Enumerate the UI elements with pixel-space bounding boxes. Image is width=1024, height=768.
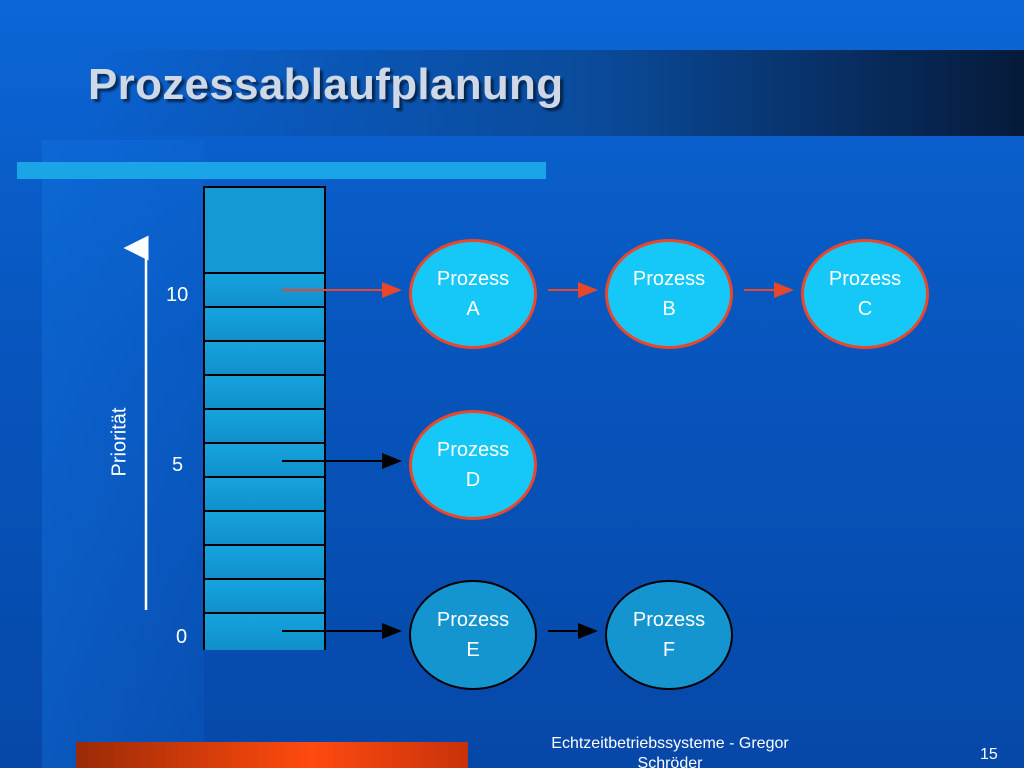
process-e-node: Prozess E [409, 580, 537, 690]
title-underline-bar [17, 162, 546, 179]
left-band [42, 140, 204, 768]
queue-top-area [205, 188, 324, 274]
process-b-label-2: B [662, 298, 676, 320]
queue-slot [205, 544, 324, 580]
process-d-node: Prozess D [409, 410, 537, 520]
footer-bar [76, 742, 468, 768]
queue-slot [205, 306, 324, 342]
process-d-label-1: Prozess [436, 439, 510, 461]
process-b-label-1: Prozess [632, 268, 706, 290]
queue-slot [205, 340, 324, 376]
priority-queue [203, 186, 326, 650]
process-c-label-1: Prozess [828, 268, 902, 290]
tick-label-10: 10 [166, 284, 189, 306]
process-c-node: Prozess C [801, 239, 929, 349]
process-d-label-2: D [465, 469, 481, 491]
process-c-label-2: C [857, 298, 873, 320]
slide-title: Prozessablaufplanung [88, 60, 564, 109]
tick-label-5: 5 [172, 454, 184, 476]
process-a-node: Prozess A [409, 239, 537, 349]
process-f-label-2: F [662, 639, 676, 661]
queue-slot [205, 408, 324, 444]
title-band [84, 50, 1024, 136]
process-a-label-1: Prozess [436, 268, 510, 290]
process-b-node: Prozess B [605, 239, 733, 349]
process-f-label-1: Prozess [632, 609, 706, 631]
queue-slot [205, 374, 324, 410]
queue-slot [205, 510, 324, 546]
page-number: 15 [980, 746, 998, 763]
process-f-node: Prozess F [605, 580, 733, 690]
queue-slot [205, 476, 324, 512]
footer-text: Echtzeitbetriebssysteme - Gregor Schröde… [551, 735, 789, 768]
tick-label-0: 0 [176, 626, 188, 648]
process-e-label-1: Prozess [436, 609, 510, 631]
queue-slot [205, 578, 324, 614]
process-a-label-2: A [466, 298, 480, 320]
process-e-label-2: E [466, 639, 480, 661]
